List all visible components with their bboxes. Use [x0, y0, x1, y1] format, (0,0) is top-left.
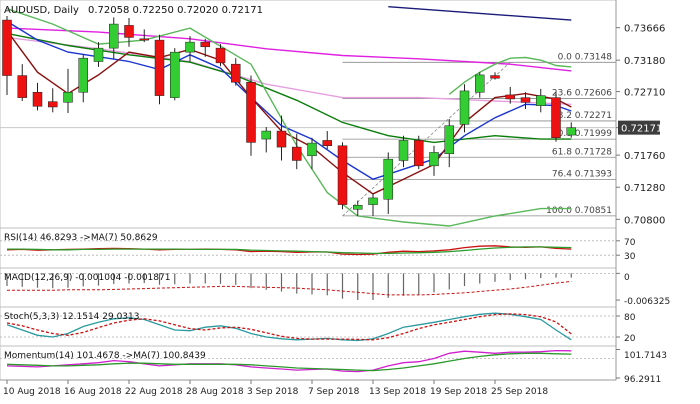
price-tick-label: 0.70800 [624, 215, 665, 226]
candle-body [536, 95, 546, 106]
price-tick-label: 0.72710 [624, 88, 665, 99]
chart-symbol-label: AUDUSD, Daily [4, 5, 79, 16]
macd-signal-line [7, 280, 572, 296]
indicator-series-line [6, 312, 572, 342]
indicator-tick-label: 0 [624, 273, 630, 283]
panel-frame-0 [0, 0, 617, 229]
indicator-tick-label: 70 [624, 238, 636, 248]
candle-body [78, 57, 88, 93]
fib-level-label: 100.0 0.70851 [546, 206, 612, 216]
time-tick-label: 7 Sep 2018 [308, 387, 360, 397]
price-tick-label: 0.71280 [624, 183, 665, 194]
candle-body [109, 23, 119, 49]
candle-body [63, 92, 73, 103]
candle-body [215, 47, 226, 64]
candle-body [139, 38, 149, 41]
indicator-title: MACD(12,26,9) -0.001004 -0.001871 [4, 273, 170, 283]
fib-level-label: 0.0 0.73148 [558, 52, 613, 62]
candle-body [520, 97, 531, 103]
time-tick-label: 16 Aug 2018 [64, 387, 122, 397]
candle-body [337, 145, 348, 205]
candle-body [231, 63, 241, 83]
time-tick-label: 3 Sep 2018 [247, 387, 299, 397]
indicator-tick-label: 20 [624, 334, 636, 344]
candle-body [124, 25, 134, 38]
price-tick-label: 0.73180 [624, 56, 665, 67]
candle-body [200, 41, 210, 48]
candle-body [276, 130, 287, 148]
fib-level-label: 23.6 0.72606 [552, 89, 612, 99]
candle-body [17, 75, 27, 98]
candle-body [566, 127, 576, 136]
time-tick-label: 28 Aug 2018 [186, 387, 244, 397]
candle-body [353, 205, 363, 210]
current-price-label: 0.72171 [621, 124, 662, 135]
candle-body [444, 125, 454, 155]
time-tick-label: 19 Sep 2018 [430, 387, 487, 397]
candle-body [170, 51, 180, 98]
indicator-tick-label: 96.2911 [624, 375, 661, 385]
indicator-series-line [6, 245, 572, 256]
time-tick-label: 25 Sep 2018 [491, 387, 548, 397]
candle-body [414, 140, 424, 167]
indicator-tick-label: -0.006325 [624, 297, 670, 307]
candle-body [2, 19, 12, 76]
candle-body [154, 39, 165, 96]
candle-body [398, 140, 409, 161]
candle-body [93, 47, 104, 62]
time-tick-label: 13 Sep 2018 [369, 387, 426, 397]
ma-line-7 [448, 56, 572, 95]
candle-body [292, 146, 302, 161]
time-tick-label: 10 Aug 2018 [3, 387, 61, 397]
fib-level-label: 61.8 0.71728 [552, 147, 612, 157]
candle-body [307, 142, 317, 157]
candle-body [368, 197, 378, 205]
candle-body [185, 41, 195, 53]
indicator-series-line [6, 313, 572, 341]
candle-body [490, 75, 500, 79]
indicator-series-line [6, 349, 572, 373]
indicator-tick-label: 101.7143 [624, 351, 667, 361]
fib-level-label: 76.4 0.71393 [552, 170, 612, 180]
indicator-tick-label: 30 [624, 252, 636, 262]
indicator-title: Momentum(14) 101.4678 ->MA(7) 100.8439 [4, 351, 206, 361]
ma-line-0 [388, 6, 572, 21]
panel-frame-2 [0, 267, 617, 308]
candle-body [551, 97, 561, 138]
candle-body [475, 74, 485, 93]
ma-line-3 [6, 32, 572, 144]
current-price-box [618, 120, 660, 135]
price-tick-label: 0.73666 [624, 24, 665, 35]
indicator-series-line [6, 352, 572, 372]
candle-body [322, 140, 332, 147]
candle-body [261, 130, 271, 140]
candle-body [505, 94, 515, 100]
fib-trendline [342, 61, 511, 217]
indicator-title: RSI(14) 46.8293 ->MA(7) 50.8629 [4, 233, 158, 243]
time-tick-label: 22 Aug 2018 [125, 387, 183, 397]
candle-body [383, 158, 393, 200]
candle-body [32, 92, 43, 107]
chart-ohlc-readout: 0.72058 0.72250 0.72020 0.72171 [88, 5, 263, 16]
fib-level-label: 38.2 0.72271 [552, 111, 612, 121]
candle-body [459, 90, 470, 125]
fib-level-label: 50.0 0.71999 [552, 129, 612, 139]
candle-body [48, 101, 58, 108]
indicator-title: Stoch(5,3,3) 12.1514 29.0313 [4, 312, 139, 322]
candle-body [246, 81, 256, 143]
price-tick-label: 0.71760 [624, 151, 665, 162]
indicator-tick-label: 80 [624, 313, 636, 323]
candle-body [429, 152, 439, 167]
indicator-series-line [7, 246, 572, 255]
